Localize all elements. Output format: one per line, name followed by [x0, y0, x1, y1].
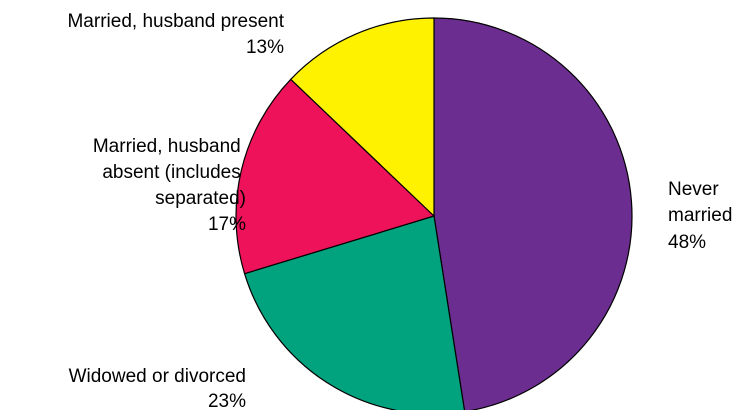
slice-value-husband-absent: 17%	[208, 214, 246, 235]
slice-value-never-married: 48%	[668, 232, 706, 253]
slice-value-widowed-or-divorced: 23%	[208, 391, 246, 410]
slice-label-husband-present: Married, husband present	[67, 11, 284, 32]
slice-value-husband-present: 13%	[246, 37, 284, 58]
pie-slice-married-husband-absent-includes-separated	[235, 78, 436, 275]
pie-slice-married-husband-present	[289, 17, 435, 218]
slice-label-husband-absent: Married, husband absent (includes separa…	[93, 136, 246, 209]
slice-label-never-married: Never married	[668, 179, 732, 226]
pie-slice-never-married	[433, 17, 633, 410]
pie-slices	[235, 17, 633, 410]
slice-label-widowed-or-divorced: Widowed or divorced	[69, 366, 246, 387]
pie-slice-widowed-or-divorced	[243, 215, 466, 410]
